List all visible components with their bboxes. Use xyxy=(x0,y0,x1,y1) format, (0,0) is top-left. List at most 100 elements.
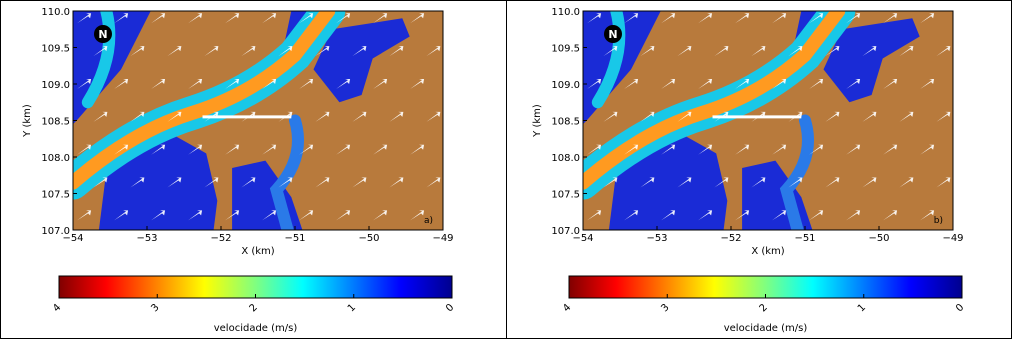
river-south xyxy=(269,114,304,230)
velocity-arrow xyxy=(587,79,602,89)
velocity-arrow xyxy=(225,79,240,89)
velocity-arrow xyxy=(677,177,692,188)
north-badge xyxy=(94,25,112,43)
velocity-arrow xyxy=(93,46,108,57)
colorbar-tick-label: 2 xyxy=(758,302,770,314)
velocity-arrow xyxy=(920,210,935,221)
velocity-arrow xyxy=(114,144,129,155)
velocity-arrow xyxy=(698,210,713,221)
x-tick-label: −52 xyxy=(720,233,741,244)
velocity-arrow xyxy=(262,144,277,155)
velocity-arrow xyxy=(624,144,639,155)
velocity-arrow xyxy=(883,79,898,89)
velocity-arrow xyxy=(262,210,277,221)
velocity-arrow xyxy=(77,210,92,221)
velocity-arrow xyxy=(624,210,639,221)
velocity-arrow xyxy=(204,111,219,122)
x-tick-label: −53 xyxy=(646,233,667,244)
velocity-arrow xyxy=(825,111,840,122)
velocity-arrow xyxy=(151,79,166,89)
colorbar-tick-label: 2 xyxy=(248,302,260,314)
velocity-arrow xyxy=(167,177,182,188)
velocity-arrow xyxy=(603,46,618,57)
velocity-arrow xyxy=(373,13,388,24)
y-tick-label: 109.5 xyxy=(551,44,580,55)
x-tick-label: −51 xyxy=(794,233,815,244)
panel-label: a) xyxy=(424,216,433,226)
map-panel-2: Nb) −54 −53 −52 −51 −50 −49 107.0 107.5 108.0 108.… xyxy=(532,7,966,334)
velocity-arrow xyxy=(735,144,750,155)
velocity-arrow xyxy=(352,46,367,57)
velocity-arrow xyxy=(677,46,692,57)
north-label: N xyxy=(98,28,107,41)
y-tick-label: 108.5 xyxy=(551,117,580,128)
velocity-arrow xyxy=(587,13,602,24)
colorbar-tick-label: 1 xyxy=(346,302,358,314)
y-tick-label: 109.5 xyxy=(41,44,70,55)
y-tick-label: 109.0 xyxy=(551,80,580,91)
velocity-arrow xyxy=(624,13,639,24)
velocity-arrow xyxy=(899,46,914,57)
velocity-arrow xyxy=(130,111,145,122)
velocity-arrow xyxy=(426,111,441,122)
velocity-arrow xyxy=(77,144,92,155)
velocity-arrow xyxy=(661,144,676,155)
velocity-arrow xyxy=(603,111,618,122)
velocity-arrow xyxy=(114,210,129,221)
velocity-arrow xyxy=(336,13,351,24)
y-tick-label: 107.0 xyxy=(41,226,70,237)
velocity-arrow xyxy=(188,13,203,24)
velocity-arrow xyxy=(640,46,655,57)
velocity-arrow xyxy=(151,210,166,221)
velocity-arrow xyxy=(698,144,713,155)
channel-northwest xyxy=(81,11,116,109)
velocity-arrow xyxy=(188,210,203,221)
velocity-arrow xyxy=(862,46,877,57)
velocity-arrow xyxy=(278,177,293,188)
velocity-arrow xyxy=(899,177,914,188)
velocity-arrow xyxy=(772,13,787,24)
panel-divider xyxy=(506,0,507,339)
map-panel-1: Na) −54 −53 −52 −51 −50 −49 107.0 107.5 108.0 108.… xyxy=(22,7,456,334)
x-tick-label: −54 xyxy=(62,233,83,244)
velocity-arrow xyxy=(389,177,404,188)
y-tick-label: 109.0 xyxy=(41,80,70,91)
velocity-arrow xyxy=(661,210,676,221)
velocity-arrow xyxy=(130,46,145,57)
velocity-arrow xyxy=(751,177,766,188)
velocity-arrow xyxy=(93,111,108,122)
velocity-arrow xyxy=(751,46,766,57)
colorbar-tick-label: 3 xyxy=(659,302,671,314)
colorbar-tick-label: 1 xyxy=(856,302,868,314)
velocity-arrow xyxy=(735,210,750,221)
velocity-arrow xyxy=(167,111,182,122)
velocity-arrow xyxy=(698,79,713,89)
velocity-arrow xyxy=(809,210,824,221)
velocity-arrow xyxy=(373,79,388,89)
velocity-arrow xyxy=(278,111,293,122)
velocity-arrow xyxy=(167,46,182,57)
velocity-arrow xyxy=(788,46,803,57)
velocity-arrow xyxy=(299,210,314,221)
velocity-arrow xyxy=(846,13,861,24)
velocity-arrow xyxy=(920,79,935,89)
velocity-arrow xyxy=(825,177,840,188)
velocity-arrow xyxy=(114,13,129,24)
velocity-arrow xyxy=(373,210,388,221)
velocity-arrow xyxy=(920,144,935,155)
velocity-arrow xyxy=(188,79,203,89)
y-tick-label: 108.0 xyxy=(551,153,580,164)
velocity-arrow xyxy=(677,111,692,122)
velocity-arrow xyxy=(936,46,951,57)
colorbar-tick-label: 4 xyxy=(51,302,63,314)
velocity-arrow xyxy=(751,111,766,122)
velocity-arrows xyxy=(77,13,441,221)
x-axis-label: X (km) xyxy=(241,246,274,257)
river-south xyxy=(779,114,814,230)
velocity-arrow xyxy=(204,177,219,188)
velocity-arrow xyxy=(77,79,92,89)
velocity-arrow xyxy=(809,144,824,155)
north-label: N xyxy=(608,28,617,41)
velocity-arrow xyxy=(151,13,166,24)
